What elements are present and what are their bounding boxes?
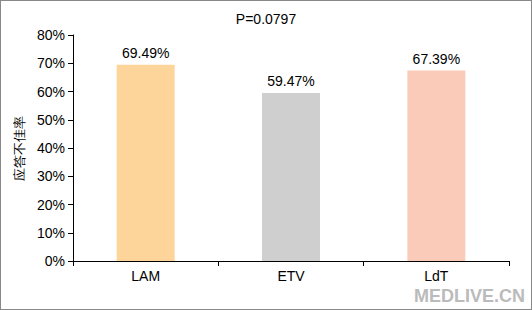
svg-text:50%: 50% — [37, 112, 65, 128]
svg-text:20%: 20% — [37, 197, 65, 213]
svg-text:应答不佳率: 应答不佳率 — [12, 116, 27, 181]
svg-text:LAM: LAM — [131, 268, 160, 284]
svg-text:LdT: LdT — [424, 268, 449, 284]
svg-text:30%: 30% — [37, 168, 65, 184]
svg-text:67.39%: 67.39% — [413, 51, 460, 67]
svg-text:70%: 70% — [37, 55, 65, 71]
svg-text:59.47%: 59.47% — [267, 73, 314, 89]
svg-text:80%: 80% — [37, 27, 65, 43]
svg-text:40%: 40% — [37, 140, 65, 156]
svg-text:10%: 10% — [37, 225, 65, 241]
svg-text:0%: 0% — [45, 253, 65, 269]
svg-text:ETV: ETV — [277, 268, 305, 284]
svg-text:P=0.0797: P=0.0797 — [236, 11, 297, 27]
svg-text:60%: 60% — [37, 84, 65, 100]
svg-text:69.49%: 69.49% — [122, 45, 169, 61]
svg-text:MEDLIVE.CN: MEDLIVE.CN — [414, 286, 525, 306]
